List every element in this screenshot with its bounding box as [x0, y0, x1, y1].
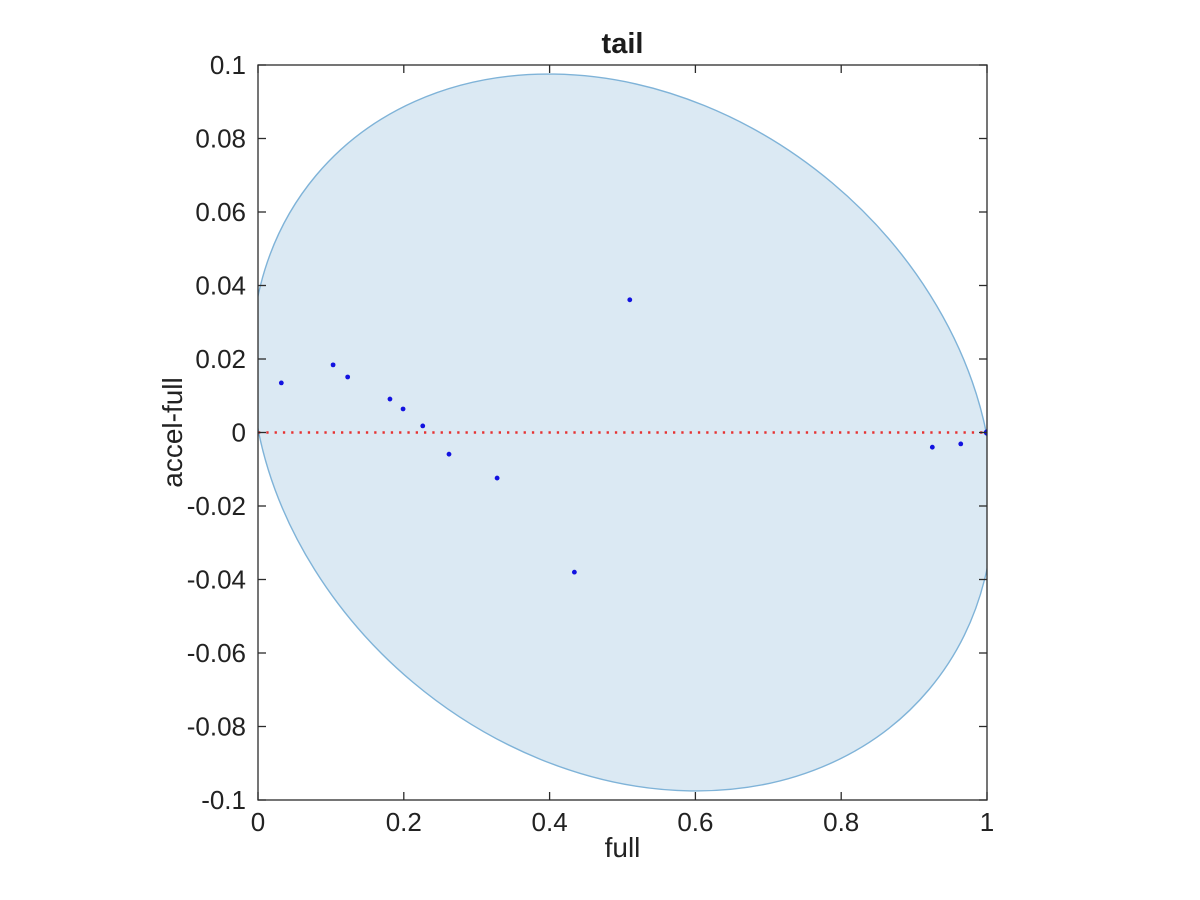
data-point [929, 444, 935, 450]
y-tick-label: -0.04 [187, 565, 246, 595]
y-tick-label: 0 [232, 418, 246, 448]
data-point [278, 380, 284, 386]
y-tick-label: 0.06 [195, 197, 246, 227]
data-point [420, 423, 426, 429]
confidence-ellipse [258, 73, 987, 792]
x-tick-label: 0.8 [823, 807, 859, 837]
y-tick-label: -0.1 [201, 785, 246, 815]
y-tick-label: -0.08 [187, 712, 246, 742]
y-tick-label: -0.02 [187, 491, 246, 521]
y-tick-label: 0.1 [210, 50, 246, 80]
data-point [627, 297, 633, 303]
y-tick-label: 0.08 [195, 124, 246, 154]
y-tick-label: -0.06 [187, 638, 246, 668]
data-point [446, 451, 452, 457]
data-point [330, 362, 336, 368]
data-point [387, 396, 393, 402]
x-tick-label: 0.4 [532, 807, 568, 837]
x-tick-label: 0.2 [386, 807, 422, 837]
y-axis-label: accel-full [157, 377, 188, 487]
plot-area [258, 73, 987, 792]
data-point [345, 374, 351, 380]
data-point [571, 569, 577, 575]
y-tick-label: 0.02 [195, 344, 246, 374]
data-point [958, 441, 964, 447]
chart-title: tail [602, 28, 644, 60]
x-axis-label: full [605, 832, 641, 863]
y-tick-label: 0.04 [195, 271, 246, 301]
data-point [400, 406, 406, 412]
x-tick-label: 0 [251, 807, 265, 837]
data-point [494, 475, 500, 481]
x-tick-label: 1 [980, 807, 994, 837]
x-tick-label: 0.6 [677, 807, 713, 837]
